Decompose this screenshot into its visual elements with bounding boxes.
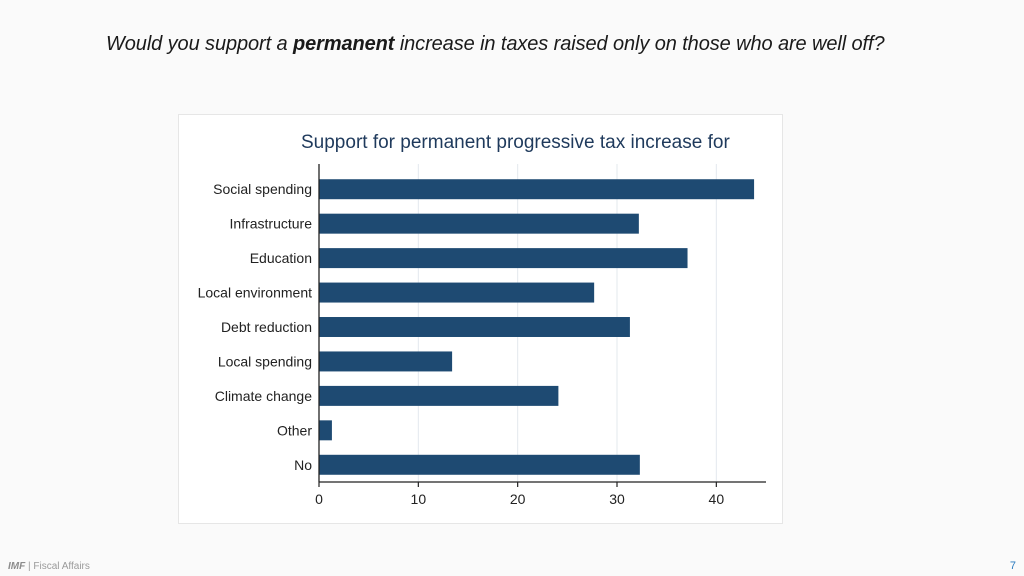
x-tick-label: 40 xyxy=(709,491,725,507)
question-suffix: increase in taxes raised only on those w… xyxy=(394,33,885,55)
bar xyxy=(319,420,332,441)
category-label: Local environment xyxy=(198,285,313,301)
footer-separator: | xyxy=(25,561,34,572)
x-tick-label: 10 xyxy=(411,491,427,507)
bar xyxy=(319,213,639,234)
footer-org: IMF xyxy=(8,561,26,572)
bar xyxy=(319,317,630,337)
bar xyxy=(319,248,688,269)
bar xyxy=(319,454,640,475)
category-label: Other xyxy=(277,422,312,438)
category-label: Education xyxy=(250,250,312,266)
category-label: Local spending xyxy=(218,353,312,369)
page-number: 7 xyxy=(1009,560,1016,572)
footer-dept: Fiscal Affairs xyxy=(33,561,90,572)
question-heading: Would you support a permanent increase i… xyxy=(106,31,916,57)
bar xyxy=(319,282,595,303)
bar xyxy=(319,385,559,406)
chart-panel: Support for permanent progressive tax in… xyxy=(178,114,783,524)
chart-title: Support for permanent progressive tax in… xyxy=(301,132,730,153)
bar xyxy=(319,179,755,200)
question-prefix: Would you support a xyxy=(106,33,293,55)
category-label: Infrastructure xyxy=(230,216,313,232)
bar xyxy=(319,351,453,372)
bar-chart: Support for permanent progressive tax in… xyxy=(198,132,766,507)
category-label: Social spending xyxy=(213,181,312,197)
x-tick-label: 0 xyxy=(315,491,323,507)
x-tick-label: 30 xyxy=(609,491,625,507)
category-label: Debt reduction xyxy=(221,319,312,335)
category-label: No xyxy=(294,457,312,473)
question-emphasis: permanent xyxy=(293,33,395,55)
x-tick-label: 20 xyxy=(510,491,526,507)
footer-label: IMF | Fiscal Affairs xyxy=(8,561,90,572)
category-label: Climate change xyxy=(215,388,312,404)
